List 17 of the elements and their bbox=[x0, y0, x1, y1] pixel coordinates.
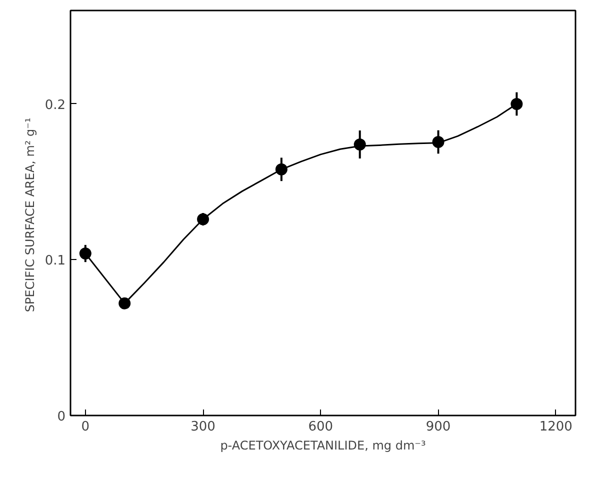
y-tick-label: 0.1 bbox=[44, 254, 66, 269]
point bbox=[354, 138, 366, 150]
x-tick-label: 0 bbox=[81, 420, 90, 434]
x-tick-label: 900 bbox=[426, 420, 451, 434]
point bbox=[510, 98, 523, 110]
x-tick-label: 1200 bbox=[539, 420, 572, 434]
x-tick-label: 600 bbox=[308, 420, 334, 434]
point bbox=[432, 136, 444, 148]
y-axis-title: SPECIFIC SURFACE AREA, m² g⁻¹ bbox=[22, 118, 37, 312]
x-tick-label: 300 bbox=[190, 420, 216, 434]
point bbox=[197, 213, 210, 226]
point bbox=[79, 248, 92, 260]
point bbox=[275, 163, 288, 176]
x-axis-title: p-ACETOXYACETANILIDE, mg dm⁻³ bbox=[220, 438, 426, 452]
y-tick-label: 0.2 bbox=[44, 98, 66, 113]
y-tick-label: 0 bbox=[57, 410, 66, 424]
point bbox=[118, 297, 131, 310]
